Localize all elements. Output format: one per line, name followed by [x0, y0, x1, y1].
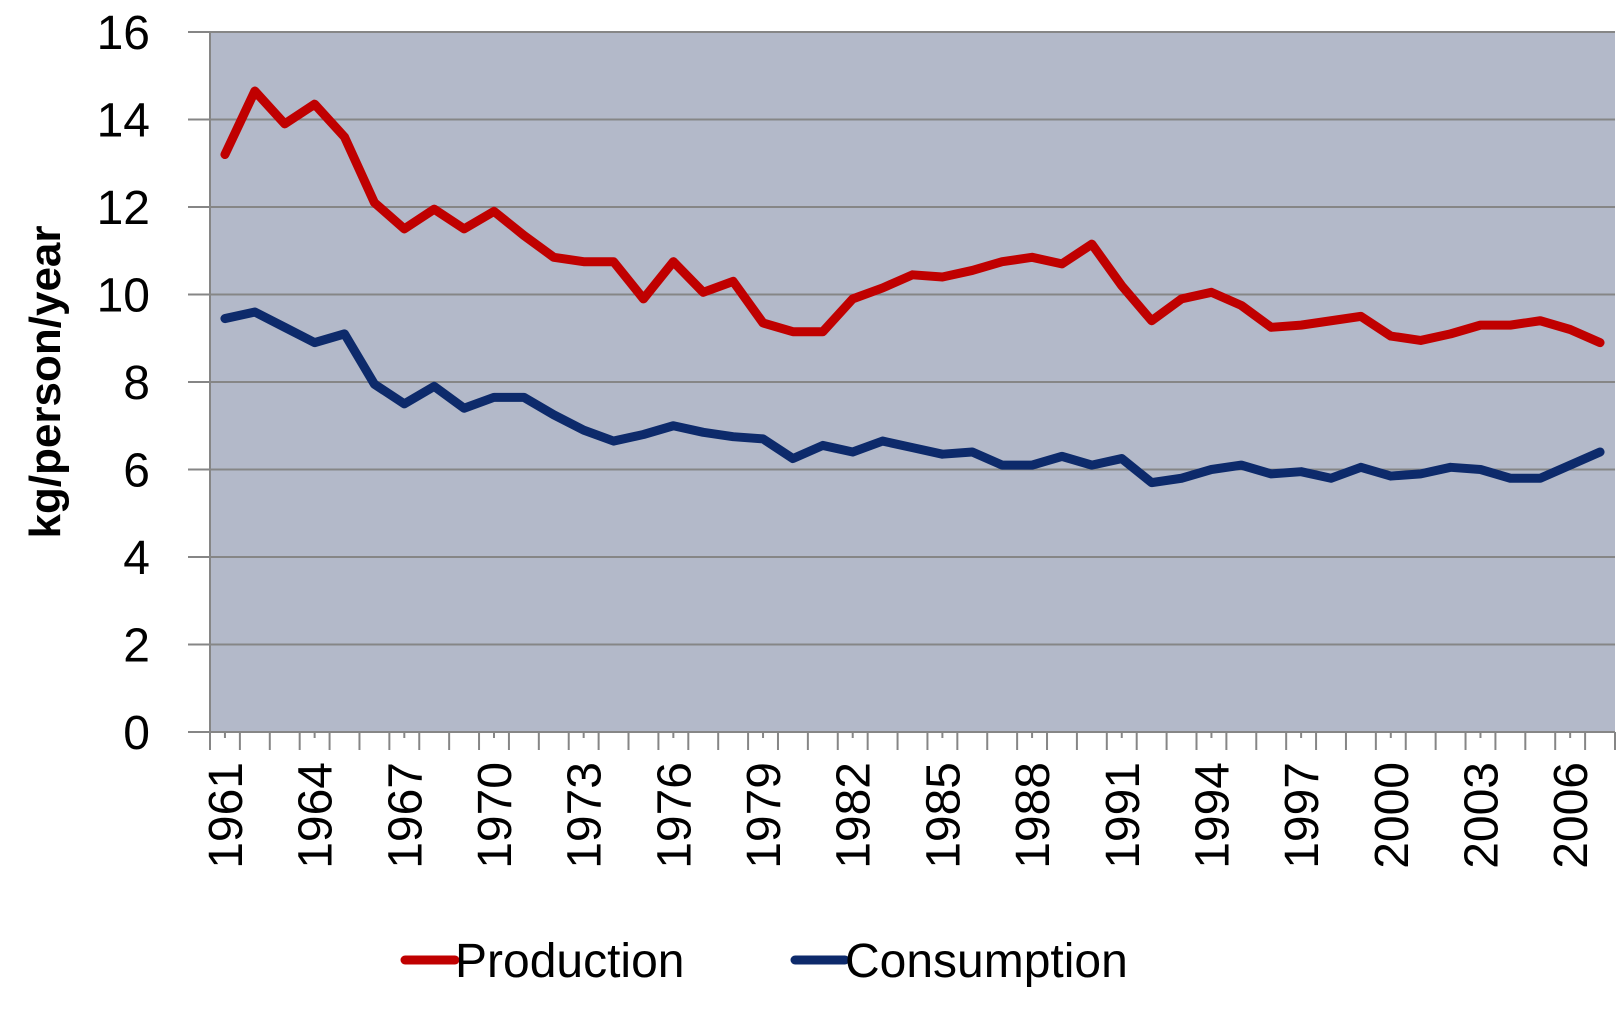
x-tick-label: 1964 — [290, 762, 343, 869]
y-tick-label: 14 — [97, 95, 150, 148]
x-tick-label: 1985 — [917, 762, 970, 869]
x-tick-label: 1994 — [1186, 762, 1239, 869]
x-tick-label: 2006 — [1545, 762, 1598, 869]
y-tick-label: 6 — [123, 445, 150, 498]
x-tick-label: 1970 — [469, 762, 522, 869]
y-tick-label: 4 — [123, 532, 150, 585]
data-line — [220, 307, 1605, 488]
x-tick-label: 1976 — [648, 762, 701, 869]
x-tick-label: 1973 — [559, 762, 612, 869]
y-tick-label: 16 — [97, 7, 150, 60]
x-tick-label: 1982 — [828, 762, 881, 869]
x-tick-label: 2003 — [1455, 762, 1508, 869]
x-tick-label: 1979 — [738, 762, 791, 869]
x-tick-label: 1988 — [1007, 762, 1060, 869]
legend-label: Consumption — [845, 935, 1128, 988]
data-line — [220, 86, 1605, 348]
x-tick-label: 1991 — [1097, 762, 1150, 869]
y-tick-label: 8 — [123, 357, 150, 410]
x-tick-label: 1997 — [1276, 762, 1329, 869]
y-tick-label: 12 — [97, 182, 150, 235]
y-tick-label: 10 — [97, 270, 150, 323]
y-tick-label: 2 — [123, 620, 150, 673]
x-tick-label: 1967 — [379, 762, 432, 869]
x-tick-label: 1961 — [200, 762, 253, 869]
y-tick-label: 0 — [123, 707, 150, 760]
y-axis-label: kg/person/year — [21, 225, 70, 538]
legend-label: Production — [455, 935, 684, 988]
x-tick-label: 2000 — [1366, 762, 1419, 869]
